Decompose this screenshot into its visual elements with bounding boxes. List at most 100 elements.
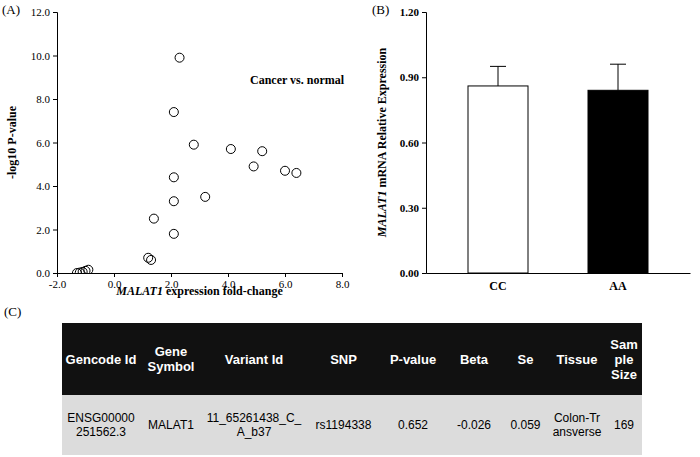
tick: 0.30 bbox=[400, 202, 426, 214]
header-cell: SNP bbox=[306, 323, 381, 395]
tick-mark bbox=[422, 12, 426, 13]
error-bar bbox=[618, 64, 619, 90]
point bbox=[144, 253, 153, 262]
point bbox=[226, 145, 235, 154]
panel-label: (C) bbox=[4, 304, 21, 319]
bar bbox=[588, 90, 648, 273]
tick-label: -2.0 bbox=[49, 278, 67, 290]
axis-line bbox=[422, 13, 427, 274]
tick: 8.0 bbox=[36, 93, 57, 105]
tick-label: AA bbox=[609, 279, 627, 293]
cell: 0.059 bbox=[503, 395, 548, 455]
tick-mark bbox=[53, 186, 57, 187]
tick-label: 2.0 bbox=[36, 224, 50, 236]
tick-mark bbox=[53, 99, 57, 100]
point bbox=[78, 267, 87, 273]
header-cell: Beta bbox=[445, 323, 503, 395]
tick-mark bbox=[114, 273, 115, 277]
cell: ENSG00000251562.3 bbox=[62, 395, 140, 455]
point bbox=[169, 197, 178, 206]
row: ENSG00000251562.3MALAT111_65261438_C_A_b… bbox=[62, 395, 642, 455]
point bbox=[169, 173, 178, 182]
point bbox=[169, 229, 178, 238]
tick-label: 10.0 bbox=[31, 50, 51, 62]
point bbox=[169, 108, 178, 117]
tick-label: 8.0 bbox=[36, 93, 50, 105]
tick: 0.60 bbox=[400, 137, 426, 149]
point bbox=[81, 266, 90, 273]
x-axis: CC AA bbox=[427, 274, 691, 293]
tick: 12.0 bbox=[31, 6, 57, 18]
tick-label: 1.20 bbox=[400, 6, 420, 18]
point bbox=[258, 147, 267, 156]
tick: 2.0 bbox=[36, 224, 57, 236]
tick-label: 0.30 bbox=[400, 202, 420, 214]
point bbox=[84, 265, 93, 273]
header-cell: Tissue bbox=[548, 323, 606, 395]
tick-mark bbox=[422, 143, 426, 144]
cell: -0.026 bbox=[445, 395, 503, 455]
cell: rs1194338 bbox=[306, 395, 381, 455]
tick: 8.0 bbox=[336, 273, 350, 290]
tick: 10.0 bbox=[31, 50, 57, 62]
table: Gencode IdGene SymbolVariant IdSNPP-valu… bbox=[62, 323, 642, 455]
tick: 4.0 bbox=[36, 180, 57, 192]
header-row: Gencode IdGene SymbolVariant IdSNPP-valu… bbox=[62, 323, 642, 395]
tick: 0.90 bbox=[400, 71, 426, 83]
point bbox=[292, 168, 301, 177]
tick-mark bbox=[53, 12, 57, 13]
tick: -2.0 bbox=[49, 273, 67, 290]
tick-label: 4.0 bbox=[36, 180, 50, 192]
tick-label: CC bbox=[489, 279, 506, 293]
tick-label: 8.0 bbox=[336, 278, 350, 290]
bar bbox=[468, 86, 528, 273]
error-bar bbox=[498, 66, 499, 86]
point bbox=[249, 162, 258, 171]
tick: 0.0 bbox=[36, 267, 57, 279]
tick-mark bbox=[422, 77, 426, 78]
error-cap bbox=[610, 64, 626, 65]
cell: 169 bbox=[606, 395, 642, 455]
axis-line bbox=[53, 13, 58, 274]
tick-label: 0.60 bbox=[400, 137, 420, 149]
axis-line bbox=[427, 273, 691, 274]
y-axis-title: -log10 P-value bbox=[5, 105, 19, 179]
tick: AA bbox=[609, 279, 627, 293]
panel-label: (A) bbox=[2, 2, 20, 17]
annotation: Cancer vs. normal bbox=[250, 73, 345, 87]
tick-label: 0.90 bbox=[400, 71, 420, 83]
tick-mark bbox=[53, 230, 57, 231]
point bbox=[147, 255, 156, 264]
tick-mark bbox=[53, 56, 57, 57]
tick-mark bbox=[422, 273, 426, 274]
tick: CC bbox=[489, 279, 506, 293]
error-cap bbox=[490, 66, 506, 67]
tick-mark bbox=[228, 273, 229, 277]
cell: MALAT1 bbox=[140, 395, 202, 455]
header-cell: Gene Symbol bbox=[140, 323, 202, 395]
tick-label: 6.0 bbox=[36, 137, 50, 149]
header-cell: Gencode Id bbox=[62, 323, 140, 395]
panel-label: (B) bbox=[372, 2, 389, 17]
tick-mark bbox=[422, 208, 426, 209]
point bbox=[201, 192, 210, 201]
point bbox=[189, 140, 198, 149]
tick-label: 12.0 bbox=[31, 6, 51, 18]
y-axis: 0.00 0.30 0.60 0.90 1.20 bbox=[400, 6, 427, 279]
tick-mark bbox=[53, 273, 57, 274]
tick-mark bbox=[171, 273, 172, 277]
tick-mark bbox=[342, 273, 343, 277]
tick: 0.00 bbox=[400, 267, 426, 279]
cell: 11_65261438_C_A_b37 bbox=[202, 395, 306, 455]
bars bbox=[468, 64, 648, 273]
tick-label: 0.0 bbox=[36, 267, 50, 279]
header-cell: Se bbox=[503, 323, 548, 395]
tick: 1.20 bbox=[400, 6, 426, 18]
point bbox=[149, 214, 158, 223]
cell: 0.652 bbox=[381, 395, 445, 455]
tick: 6.0 bbox=[36, 137, 57, 149]
point bbox=[281, 166, 290, 175]
point bbox=[175, 53, 184, 62]
x-axis-title: MALAT1 expression fold-change bbox=[115, 284, 283, 298]
tick-mark bbox=[53, 143, 57, 144]
